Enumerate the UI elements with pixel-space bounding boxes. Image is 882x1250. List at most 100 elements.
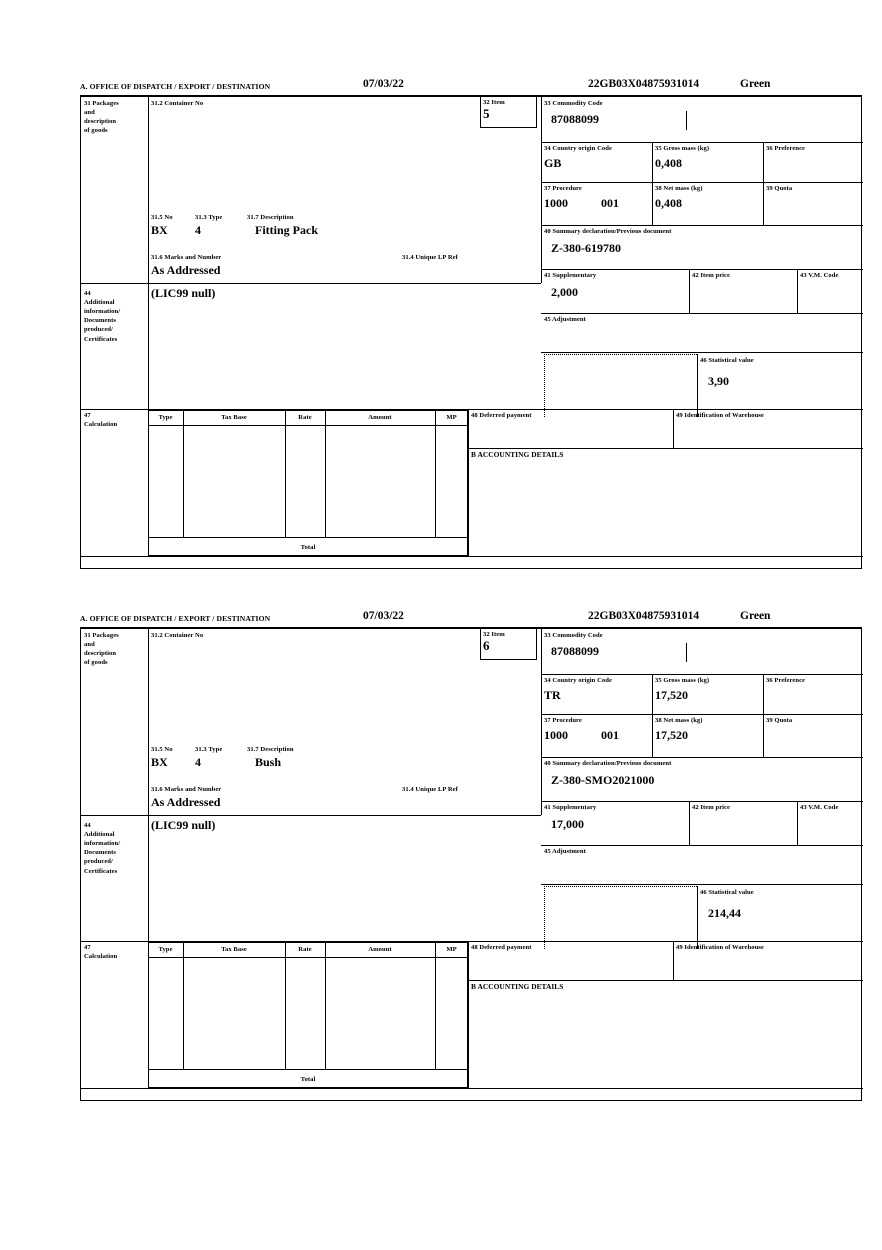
box-32-item[interactable]: 32 Item 6 bbox=[480, 629, 537, 660]
box-39-quota[interactable]: 39 Quota bbox=[763, 182, 863, 225]
box-31-marks-row[interactable]: 31.6 Marks and Number 31.4 Unique LP Ref… bbox=[151, 253, 541, 279]
box-36-preference[interactable]: 36 Preference bbox=[763, 142, 863, 182]
box-46-value: 214,44 bbox=[708, 905, 741, 920]
divider-box42-box43 bbox=[797, 269, 798, 313]
box-46-statistical-value[interactable]: 46 Statistical value 3,90 bbox=[697, 354, 863, 417]
calc-header-rate: Rate bbox=[298, 414, 312, 421]
box-31-package-details[interactable]: 31.5 No 31.3 Type 31.7 Description BX 4 … bbox=[151, 745, 541, 771]
divider-box35-box36 bbox=[763, 674, 764, 757]
box-31-6-marks-label: 31.6 Marks and Number bbox=[151, 786, 222, 793]
box-43-value bbox=[800, 280, 863, 285]
box-48-deferred-payment[interactable]: 48 Deferred payment bbox=[468, 941, 673, 980]
box-46-label: 46 Statistical value bbox=[700, 356, 754, 364]
calc-header-rule bbox=[148, 425, 468, 426]
box-37-value: 1000 bbox=[544, 727, 568, 742]
box-41-supplementary[interactable]: 41 Supplementary 17,000 bbox=[541, 801, 689, 845]
box-40-summary-declaration[interactable]: 40 Summary declaration/Previous document… bbox=[541, 757, 863, 801]
calc-total-row[interactable]: Total bbox=[148, 538, 468, 556]
calc-col-divider-2 bbox=[285, 942, 286, 1070]
box-45-value bbox=[544, 856, 863, 860]
divider-label-column bbox=[148, 97, 149, 409]
box-36-label: 36 Preference bbox=[766, 144, 806, 152]
box-37-procedure[interactable]: 37 Procedure 1000 001 bbox=[541, 182, 652, 225]
box-b-accounting-details[interactable]: B ACCOUNTING DETAILS bbox=[468, 980, 863, 1088]
sad-form-2: A. OFFICE OF DISPATCH / EXPORT / DESTINA… bbox=[80, 610, 863, 1101]
box-35-value: 17,520 bbox=[655, 687, 688, 702]
box-33-label: 33 Commodity Code bbox=[544, 99, 603, 107]
divider-under-box31 bbox=[81, 815, 541, 816]
box-35-label: 35 Gross mass (kg) bbox=[655, 676, 710, 684]
calc-grid-outer bbox=[148, 410, 468, 538]
box-42-item-price[interactable]: 42 Item price bbox=[689, 269, 797, 313]
box-43-vm-code[interactable]: 43 V.M. Code bbox=[797, 801, 863, 845]
calc-total-row[interactable]: Total bbox=[148, 1070, 468, 1088]
divider-above-box47 bbox=[81, 941, 541, 942]
box-40-label: 40 Summary declaration/Previous document bbox=[544, 227, 672, 235]
box-39-quota[interactable]: 39 Quota bbox=[763, 714, 863, 757]
box-31-3-type-value: 4 bbox=[195, 223, 201, 237]
box-33-value: 87088099 bbox=[551, 111, 599, 126]
box-b-accounting-details[interactable]: B ACCOUNTING DETAILS bbox=[468, 448, 863, 556]
box-33-commodity-code[interactable]: 33 Commodity Code 87088099 bbox=[541, 629, 863, 674]
divider-box46-left bbox=[697, 354, 698, 417]
box-45-value bbox=[544, 324, 863, 328]
box-41-supplementary[interactable]: 41 Supplementary 2,000 bbox=[541, 269, 689, 313]
box-49-warehouse-id[interactable]: 49 Identification of Warehouse bbox=[673, 941, 863, 980]
box-35-label: 35 Gross mass (kg) bbox=[655, 144, 710, 152]
box-40-value: Z-380-619780 bbox=[551, 240, 621, 255]
box-48-value bbox=[471, 952, 673, 956]
divider-box41-box42 bbox=[689, 269, 690, 313]
box-36-preference[interactable]: 36 Preference bbox=[763, 674, 863, 714]
dotted-divider-horizontal bbox=[544, 354, 697, 355]
box-44-value-cell[interactable]: (LIC99 null) bbox=[151, 818, 539, 941]
divider-under-box48-row bbox=[468, 448, 863, 449]
box-49-warehouse-id[interactable]: 49 Identification of Warehouse bbox=[673, 409, 863, 448]
box-48-deferred-payment[interactable]: 48 Deferred payment bbox=[468, 409, 673, 448]
box-31-package-details[interactable]: 31.5 No 31.3 Type 31.7 Description BX 4 … bbox=[151, 213, 541, 239]
box-45-adjustment[interactable]: 45 Adjustment bbox=[541, 313, 863, 352]
box-39-label: 39 Quota bbox=[766, 716, 793, 724]
box-34-country-origin[interactable]: 34 Country origin Code GB bbox=[541, 142, 652, 182]
customs-lane-status: Green bbox=[740, 78, 771, 90]
box-37-procedure[interactable]: 37 Procedure 1000 001 bbox=[541, 714, 652, 757]
calc-col-divider-1 bbox=[183, 410, 184, 538]
box-40-summary-declaration[interactable]: 40 Summary declaration/Previous document… bbox=[541, 225, 863, 269]
box-32-item[interactable]: 32 Item 5 bbox=[480, 97, 537, 128]
box-38-net-mass[interactable]: 38 Net mass (kg) 17,520 bbox=[652, 714, 763, 757]
box-36-label: 36 Preference bbox=[766, 676, 806, 684]
box-45-label: 45 Adjustment bbox=[544, 847, 586, 855]
box-31-2-container-cell[interactable]: 31.2 Container No bbox=[148, 97, 541, 108]
box-38-label: 38 Net mass (kg) bbox=[655, 184, 703, 192]
box-45-adjustment[interactable]: 45 Adjustment bbox=[541, 845, 863, 884]
box-31-6-marks-value: As Addressed bbox=[151, 263, 221, 277]
box-47-calculation-table[interactable]: Type Tax Base Rate Amount MP Total bbox=[148, 410, 468, 556]
box-49-value bbox=[676, 420, 863, 424]
box-42-item-price[interactable]: 42 Item price bbox=[689, 801, 797, 845]
box-35-gross-mass[interactable]: 35 Gross mass (kg) 17,520 bbox=[652, 674, 763, 714]
form-body-1: 31 Packages and description of goods 31.… bbox=[80, 95, 863, 569]
box-31-2-container-cell[interactable]: 31.2 Container No bbox=[148, 629, 541, 640]
box-37-value: 1000 bbox=[544, 195, 568, 210]
box-31-7-description-label: 31.7 Description bbox=[247, 746, 294, 753]
box-38-net-mass[interactable]: 38 Net mass (kg) 0,408 bbox=[652, 182, 763, 225]
box-38-value: 0,408 bbox=[655, 195, 682, 210]
box-39-value bbox=[766, 193, 863, 196]
box-33-commodity-code[interactable]: 33 Commodity Code 87088099 bbox=[541, 97, 863, 142]
box-43-vm-code[interactable]: 43 V.M. Code bbox=[797, 269, 863, 313]
box-44-value-cell[interactable]: (LIC99 null) bbox=[151, 286, 539, 409]
box-33-internal-divider bbox=[686, 643, 687, 662]
box-31-marks-row[interactable]: 31.6 Marks and Number 31.4 Unique LP Ref… bbox=[151, 785, 541, 811]
box-41-label: 41 Supplementary bbox=[544, 271, 597, 279]
calc-header-tax-base: Tax Base bbox=[221, 946, 247, 953]
box-45-label: 45 Adjustment bbox=[544, 315, 586, 323]
box-43-label: 43 V.M. Code bbox=[800, 803, 839, 811]
box-34-country-origin[interactable]: 34 Country origin Code TR bbox=[541, 674, 652, 714]
sad-form-1: A. OFFICE OF DISPATCH / EXPORT / DESTINA… bbox=[80, 78, 863, 569]
box-46-statistical-value[interactable]: 46 Statistical value 214,44 bbox=[697, 886, 863, 949]
box-47-calculation-table[interactable]: Type Tax Base Rate Amount MP Total bbox=[148, 942, 468, 1088]
box-31-3-type-label: 31.3 Type bbox=[195, 214, 223, 221]
box-35-gross-mass[interactable]: 35 Gross mass (kg) 0,408 bbox=[652, 142, 763, 182]
calc-header-rule bbox=[148, 957, 468, 958]
box-31-label: 31 Packages and description of goods bbox=[84, 631, 119, 667]
box-44-value: (LIC99 null) bbox=[151, 286, 216, 300]
